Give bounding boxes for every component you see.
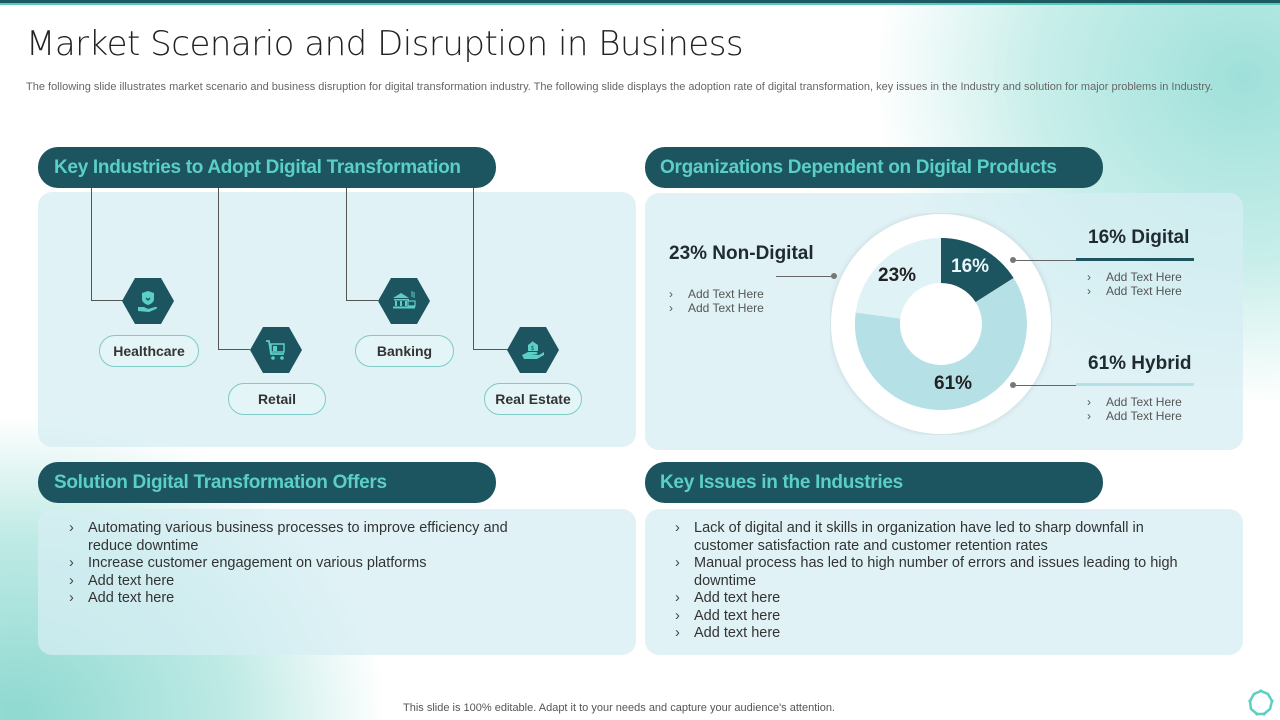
connector-retail [218,188,250,350]
svg-text:$: $ [531,345,535,352]
real-estate-hex: $ [507,327,559,373]
bullet-item: Add Text Here [1087,270,1182,284]
digital-leader-dot [1010,257,1016,263]
connector-banking [346,188,378,301]
industry-label-real-estate: Real Estate [484,383,582,415]
digital-dependence-donut-chart: 16% 23% 61% [830,213,1052,435]
donut-slice-digital [941,238,1014,303]
industries-header: Key Industries to Adopt Digital Transfor… [38,147,496,188]
connector-healthcare [91,188,123,301]
industry-label-retail: Retail [228,383,326,415]
bullet-item: Add text here [675,625,1195,643]
bullet-item: Automating various business processes to… [69,520,529,555]
bullet-item: Add text here [69,590,529,608]
hand-house-dollar-icon: $ [522,341,544,359]
digital-leader-line [1015,260,1077,261]
bullet-item: Lack of digital and it skills in organiz… [675,520,1195,555]
bank-building-icon [393,291,416,309]
hybrid-title: 61% Hybrid [1088,353,1192,374]
industry-label-healthcare: Healthcare [99,335,199,367]
connector-real-estate [473,188,509,350]
non-digital-leader-dot [831,273,837,279]
donut-label-hybrid: 61% [934,373,973,394]
digital-bullets: Add Text Here Add Text Here [1087,270,1182,298]
slide-subtitle: The following slide illustrates market s… [26,81,1213,93]
industry-label-banking: Banking [355,335,454,367]
hybrid-underline [1076,383,1194,386]
non-digital-title: 23% Non-Digital [669,243,814,264]
donut-slice-hybrid [854,278,1027,410]
organizations-header: Organizations Dependent on Digital Produ… [645,147,1103,188]
digital-underline [1076,258,1194,261]
donut-slice-non-digital [855,237,941,319]
footer-note: This slide is 100% editable. Adapt it to… [403,702,835,714]
non-digital-bullets: Add Text Here Add Text Here [669,287,764,315]
top-accent-bar [0,0,1280,5]
issues-header: Key Issues in the Industries [645,462,1103,503]
shopping-cart-icon [266,340,285,360]
issues-bullets: Lack of digital and it skills in organiz… [675,520,1195,643]
gear-logo-icon [1248,689,1274,716]
bullet-item: Add Text Here [1087,395,1182,409]
healthcare-hand-shield-icon [138,291,158,312]
donut-label-non-digital: 23% [878,265,917,286]
bullet-item: Add Text Here [669,287,764,301]
bullet-item: Add Text Here [1087,284,1182,298]
solutions-bullets: Automating various business processes to… [69,520,529,608]
non-digital-leader-line [776,276,834,277]
bullet-item: Add text here [69,573,529,591]
hybrid-leader-line [1015,385,1077,386]
bullet-item: Increase customer engagement on various … [69,555,529,573]
bullet-item: Add text here [675,590,1195,608]
bullet-item: Add Text Here [669,301,764,315]
bullet-item: Add Text Here [1087,409,1182,423]
hybrid-bullets: Add Text Here Add Text Here [1087,395,1182,423]
donut-label-digital: 16% [951,256,990,277]
solutions-header: Solution Digital Transformation Offers [38,462,496,503]
slide-title: Market Scenario and Disruption in Busine… [26,24,744,64]
bullet-item: Add text here [675,608,1195,626]
hybrid-leader-dot [1010,382,1016,388]
bullet-item: Manual process has led to high number of… [675,555,1195,590]
digital-title: 16% Digital [1088,227,1190,248]
